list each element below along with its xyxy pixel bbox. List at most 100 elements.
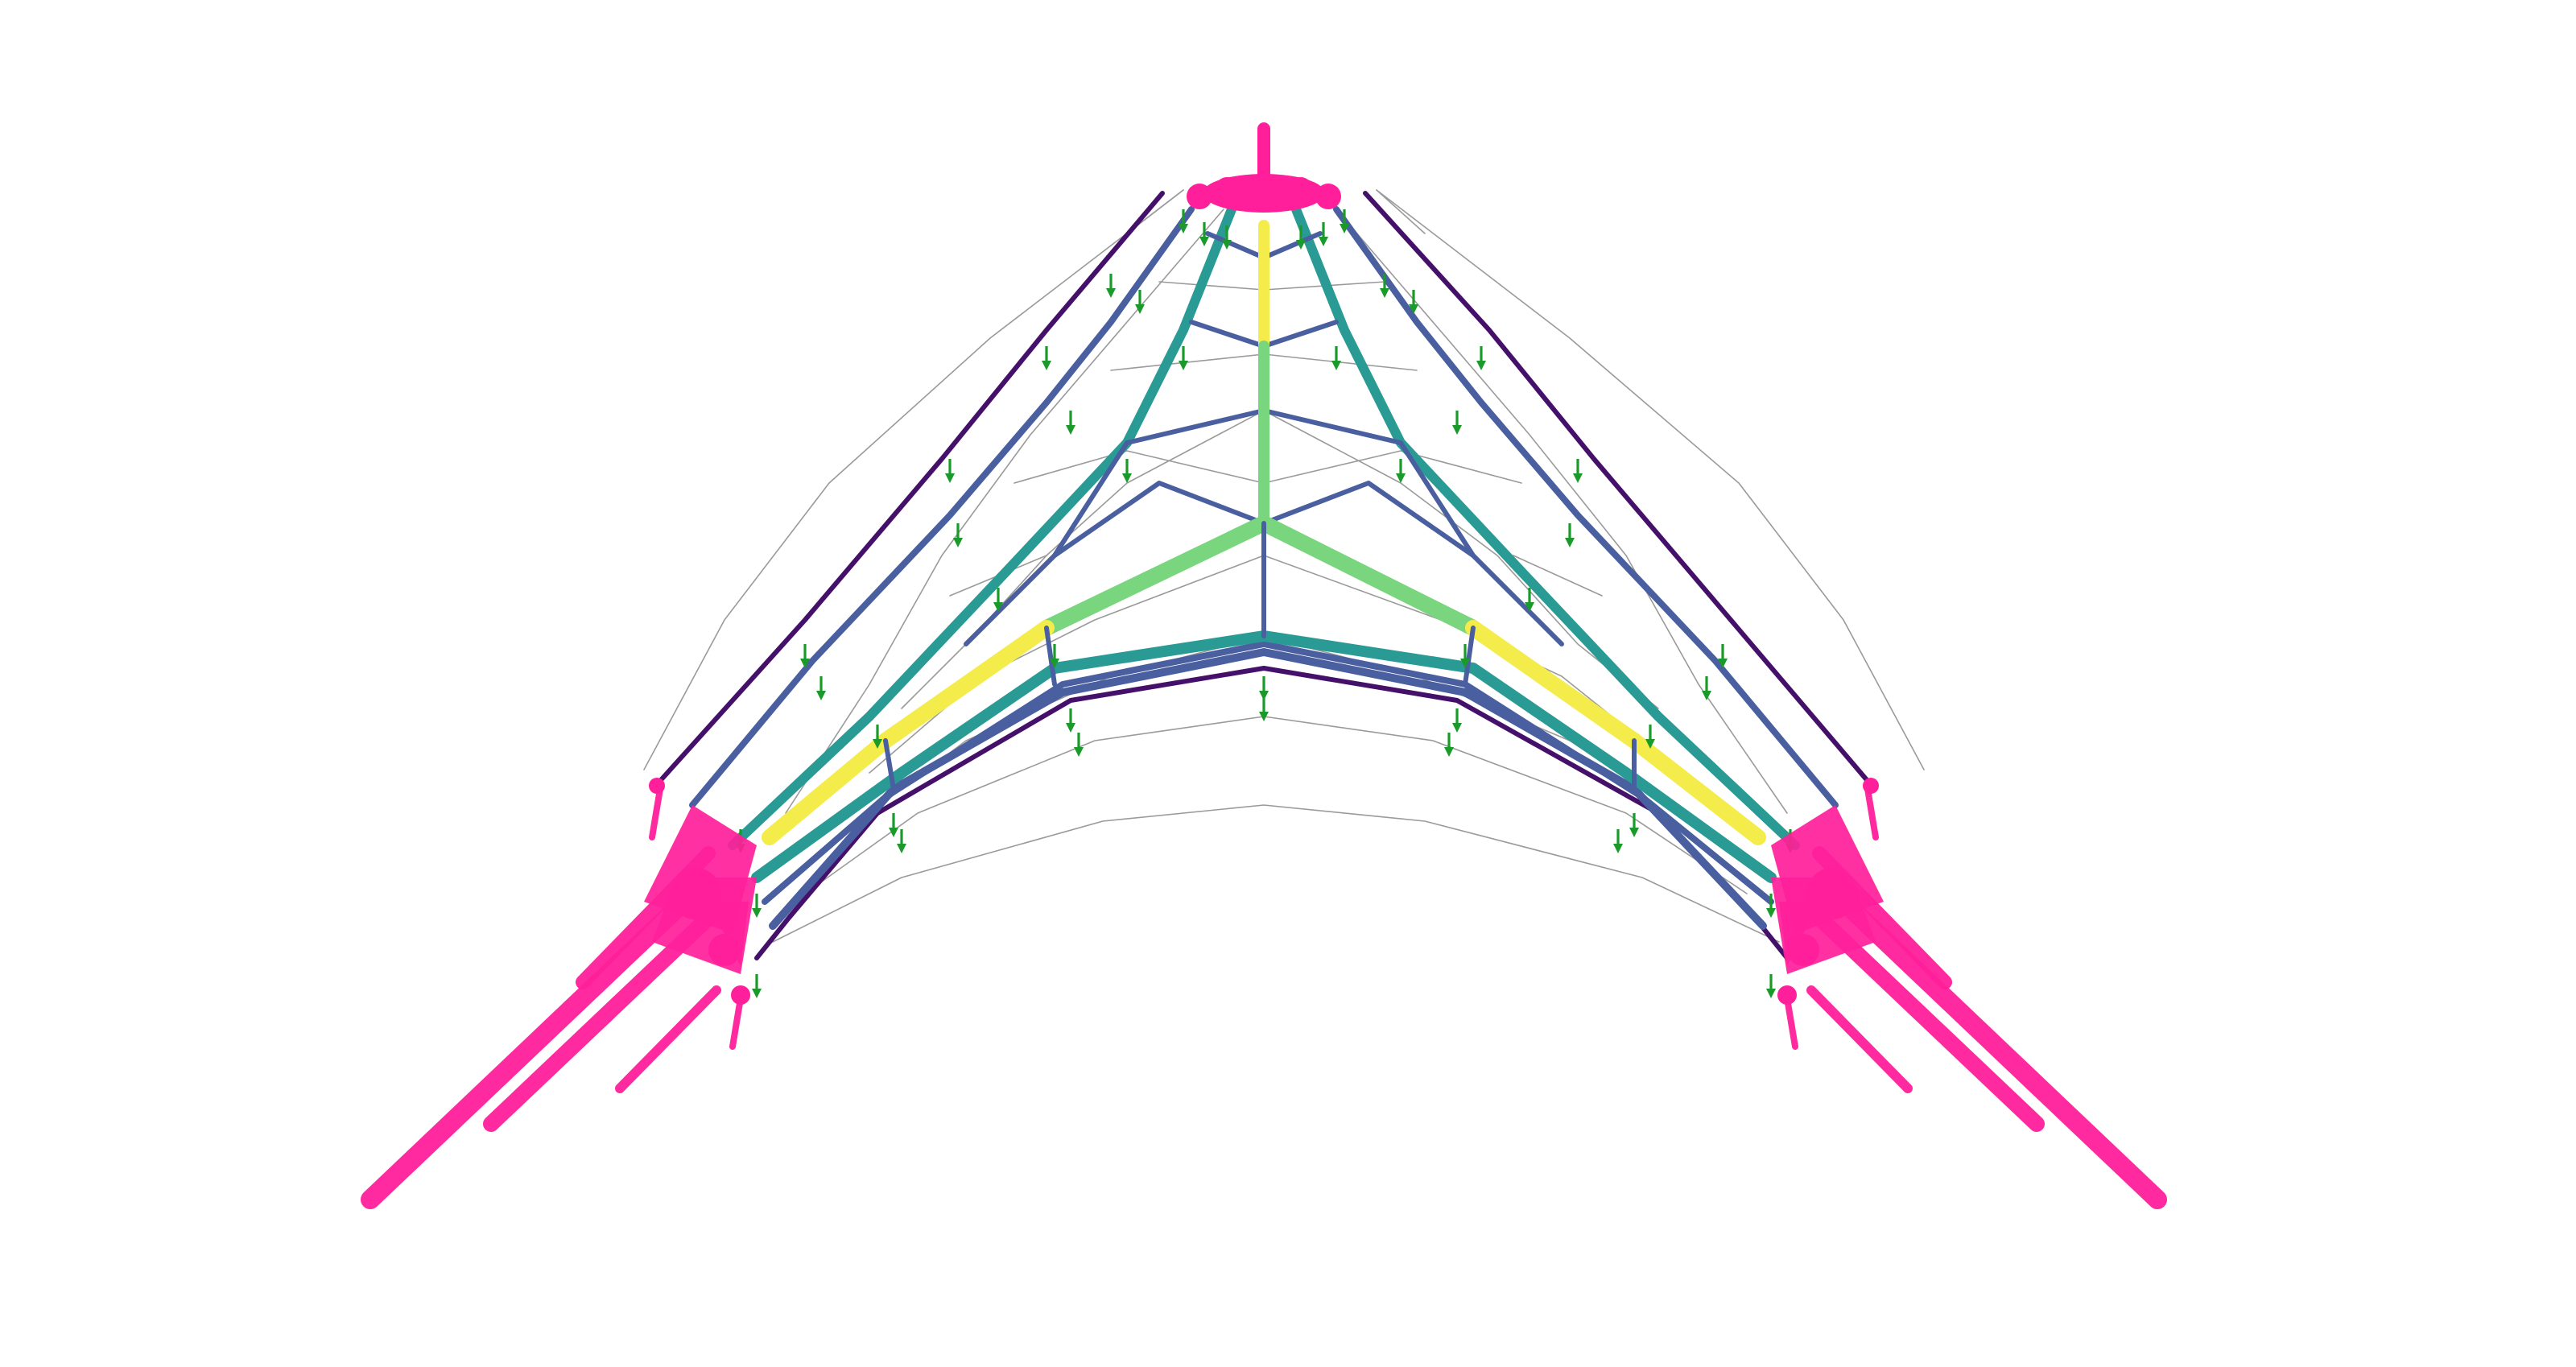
left-support-node-2 [731, 985, 750, 1005]
force-member-25 [877, 620, 1055, 749]
load-arrow-head-13 [1331, 361, 1341, 370]
force-member-29 [1044, 626, 1057, 687]
form-grid-line [1376, 189, 1925, 770]
right-support-node-2 [1777, 985, 1797, 1005]
force-member-9 [1291, 204, 1800, 850]
load-arrow-head-28 [1702, 691, 1711, 700]
right-reaction-shaft-5 [1864, 786, 1879, 840]
load-arrow-head-1 [1179, 224, 1188, 233]
force-member-20 [1261, 481, 1476, 558]
load-arrow-head-12 [1179, 361, 1188, 370]
left-reaction-shaft-6 [729, 995, 744, 1050]
load-arrow-head-26 [1718, 659, 1728, 668]
load-arrow-head-6 [1340, 224, 1349, 233]
form-grid-line [1513, 555, 1603, 597]
load-arrow-head-42 [1766, 908, 1776, 918]
left-support-node-3 [670, 868, 721, 919]
left-reaction-shaft-5 [649, 786, 663, 840]
right-reaction-shaft-6 [1784, 995, 1798, 1050]
load-arrow-head-27 [816, 691, 826, 700]
load-arrow-head-32 [1460, 659, 1470, 668]
load-arrow-head-22 [1565, 538, 1575, 547]
right-reaction-shaft-2 [1811, 910, 2045, 1132]
right-support-node-1 [1863, 778, 1879, 794]
force-member-17 [964, 553, 1057, 646]
force-member-13 [1052, 440, 1129, 558]
load-arrow-head-17 [945, 473, 955, 483]
load-arrow-head-15 [1066, 425, 1075, 435]
left-support-node-4 [708, 934, 741, 966]
load-arrow-head-23 [993, 602, 1003, 612]
force-member-27 [762, 733, 894, 845]
force-member-14 [1398, 440, 1476, 558]
load-arrow-head-44 [1629, 828, 1639, 837]
force-member-12 [1261, 408, 1403, 445]
load-arrow-head-3 [1222, 240, 1232, 250]
force-member-2 [1363, 191, 1870, 783]
force-member-4 [689, 206, 1195, 808]
right-reaction-shaft-4 [1806, 985, 1913, 1093]
load-arrow-head-36 [1444, 747, 1454, 757]
force-member-19 [1052, 481, 1266, 558]
form-grid-line [1335, 209, 1788, 814]
form-grid-line [643, 189, 1184, 770]
force-member-24 [1256, 515, 1481, 636]
right-support-node-4 [1787, 934, 1819, 966]
load-arrow-head-29 [873, 739, 882, 749]
force-member-30 [1463, 626, 1476, 687]
load-arrow-head-7 [1135, 304, 1145, 314]
load-arrow-head-25 [800, 659, 810, 668]
left-support-node-1 [649, 778, 665, 794]
load-arrow-head-2 [1199, 237, 1209, 246]
load-arrow-head-19 [1122, 473, 1132, 483]
load-arrow-head-38 [1259, 712, 1269, 721]
left-reaction-shaft-2 [483, 910, 716, 1132]
load-arrow-head-47 [752, 989, 762, 998]
crown-node-right-inner [1290, 177, 1312, 200]
load-arrow-head-33 [1066, 723, 1075, 733]
load-arrow-head-14 [1476, 361, 1486, 370]
form-grid-line [1376, 189, 1426, 234]
force-member-26 [1465, 620, 1642, 749]
force-member-28 [1626, 733, 1766, 845]
force-network-members [658, 191, 1870, 960]
force-member-11 [1125, 408, 1266, 445]
form-grid-line [785, 209, 1224, 814]
crown-node-left-inner [1216, 177, 1238, 200]
load-arrow-head-5 [1319, 237, 1328, 246]
force-member-7 [762, 641, 1774, 905]
force-member-18 [1471, 553, 1564, 646]
force-member-5 [1333, 206, 1839, 808]
load-arrow-head-31 [1050, 659, 1059, 668]
force-member-8 [728, 204, 1236, 850]
left-reaction-shaft-4 [615, 985, 721, 1093]
form-grid-line [1158, 281, 1385, 291]
load-arrow-head-34 [1452, 723, 1462, 733]
load-arrow-head-21 [953, 538, 963, 547]
load-arrow-head-18 [1573, 473, 1583, 483]
support-reaction-arrows [361, 122, 2167, 1209]
load-arrow-head-8 [1106, 288, 1116, 298]
crown-node-right [1315, 184, 1341, 209]
form-diagram-grid [643, 189, 1925, 943]
form-grid-line [772, 804, 1780, 943]
left-reaction-shaft-1 [361, 884, 702, 1209]
load-arrow-head-24 [1525, 602, 1534, 612]
load-arrow-head-20 [1396, 473, 1406, 483]
right-support-node-3 [1806, 868, 1858, 919]
force-member-3 [754, 666, 1790, 960]
load-arrow-head-48 [1766, 989, 1776, 998]
load-arrow-head-11 [1042, 361, 1051, 370]
force-member-1 [658, 191, 1165, 783]
force-member-32 [883, 738, 896, 791]
load-arrow-head-41 [752, 908, 762, 918]
load-arrow-head-43 [889, 828, 898, 837]
load-arrow-head-46 [1613, 844, 1623, 853]
load-arrow-head-30 [1645, 739, 1655, 749]
load-arrow-head-35 [1074, 747, 1084, 757]
load-arrow-head-4 [1296, 240, 1306, 250]
load-arrow-head-37 [1259, 691, 1269, 700]
load-arrow-head-16 [1452, 425, 1462, 435]
